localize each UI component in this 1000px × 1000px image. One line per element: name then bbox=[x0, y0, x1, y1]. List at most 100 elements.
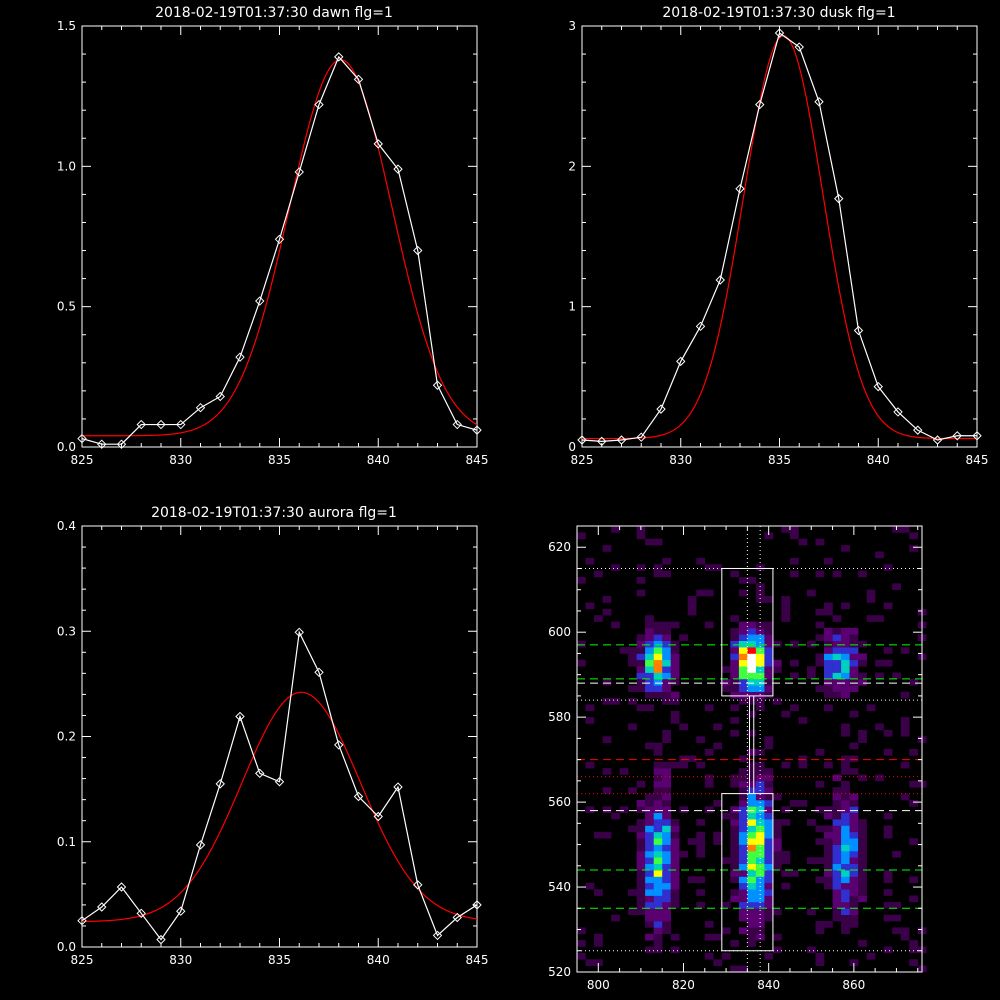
data-point bbox=[735, 184, 745, 194]
heatmap-cell bbox=[662, 787, 671, 794]
heatmap-cell bbox=[832, 678, 842, 686]
data-point bbox=[116, 439, 127, 449]
heatmap-cell bbox=[824, 812, 833, 820]
heatmap-cell bbox=[798, 717, 808, 724]
heatmap-cell bbox=[849, 857, 859, 864]
heatmap-cell bbox=[832, 659, 842, 667]
heatmap-cell bbox=[841, 545, 850, 552]
heatmap-cell bbox=[764, 532, 774, 540]
heatmap-cell bbox=[764, 640, 774, 648]
data-point bbox=[794, 42, 804, 52]
heatmap-cell bbox=[841, 844, 850, 852]
heatmap-cell bbox=[849, 812, 859, 820]
heatmap-cell bbox=[696, 761, 706, 769]
heatmap-cell bbox=[645, 863, 654, 871]
x-tick-label: 845 bbox=[466, 453, 489, 467]
heatmap-cell bbox=[858, 857, 867, 864]
heatmap-cell bbox=[662, 557, 671, 565]
data-point bbox=[656, 404, 666, 414]
y-tick-label: 3 bbox=[568, 19, 576, 33]
heatmap-cell bbox=[679, 723, 688, 731]
heatmap-cell bbox=[670, 895, 680, 903]
heatmap-cell bbox=[738, 672, 748, 680]
heatmap-cell bbox=[662, 627, 671, 635]
heatmap-cell bbox=[858, 678, 867, 686]
heatmap-cell bbox=[747, 691, 757, 699]
data-point bbox=[235, 352, 245, 362]
heatmap-cell bbox=[628, 659, 637, 667]
heatmap-cell bbox=[764, 742, 774, 750]
data-point bbox=[255, 296, 265, 306]
heatmap-cell bbox=[653, 621, 663, 629]
heatmap-cell bbox=[764, 952, 774, 960]
heatmap-cell bbox=[585, 602, 595, 610]
heatmap-cell bbox=[798, 755, 808, 763]
heatmap-cell bbox=[738, 678, 748, 686]
heatmap-cell bbox=[815, 570, 825, 578]
heatmap-cell bbox=[645, 870, 654, 877]
heatmap-cell bbox=[653, 895, 663, 903]
heatmap-cell bbox=[755, 857, 765, 864]
heatmap-cell bbox=[662, 850, 671, 858]
dawn-spectrum-plot: 825 830 835 840 845 0.0 0.5 1.0 1.5 2018-02-19T01… bbox=[57, 5, 489, 467]
heatmap-cell bbox=[841, 627, 850, 635]
heatmap-cell bbox=[645, 882, 654, 890]
heatmap-cell bbox=[645, 685, 654, 692]
data-point bbox=[77, 915, 87, 926]
heatmap-cell bbox=[687, 876, 697, 884]
heatmap-cell bbox=[909, 532, 918, 540]
heatmap-cell bbox=[892, 927, 901, 935]
heatmap-cell bbox=[645, 825, 654, 833]
heatmap-cell bbox=[755, 831, 765, 839]
heatmap-cell bbox=[900, 717, 910, 724]
observed-line bbox=[82, 630, 477, 941]
heatmap-cell bbox=[585, 959, 595, 966]
heatmap-cell bbox=[841, 838, 850, 845]
heatmap-cell bbox=[645, 621, 654, 629]
data-point bbox=[176, 906, 186, 916]
heatmap-cell bbox=[849, 870, 859, 877]
heatmap-cell bbox=[747, 659, 757, 667]
heatmap-cells bbox=[577, 526, 927, 973]
heatmap-cell bbox=[815, 634, 825, 641]
heatmap-cell bbox=[594, 831, 603, 839]
heatmap-cell bbox=[662, 729, 671, 737]
heatmap-cell bbox=[841, 914, 850, 922]
heatmap-cell bbox=[790, 532, 799, 540]
heatmap-cell bbox=[849, 793, 859, 801]
heatmap-cell bbox=[738, 685, 748, 692]
heatmap-cell bbox=[883, 659, 893, 667]
heatmap-cell bbox=[747, 577, 757, 584]
heatmap-cell bbox=[645, 806, 654, 813]
heatmap-cell bbox=[730, 857, 740, 864]
heatmap-cell bbox=[849, 889, 859, 896]
heatmap-cell bbox=[832, 901, 842, 909]
heatmap-cell bbox=[645, 800, 654, 807]
heatmap-cell bbox=[900, 647, 910, 654]
heatmap-cell bbox=[849, 825, 859, 833]
heatmap-cell bbox=[909, 780, 918, 788]
heatmap-cell bbox=[653, 870, 663, 877]
heatmap-cell bbox=[755, 564, 765, 571]
heatmap-cell bbox=[730, 844, 740, 852]
heatmap-cell bbox=[815, 876, 825, 884]
heatmap-cell bbox=[730, 666, 740, 673]
heatmap-cell bbox=[832, 895, 842, 903]
heatmap-cell bbox=[738, 647, 748, 654]
heatmap-cell bbox=[738, 666, 748, 673]
plot-title: 2018-02-19T01:37:30 dawn flg=1 bbox=[155, 5, 393, 21]
heatmap-cell bbox=[764, 800, 774, 807]
heatmap-cell bbox=[841, 908, 850, 915]
heatmap-cell bbox=[832, 812, 842, 820]
heatmap-cell bbox=[832, 882, 842, 890]
heatmap-cell bbox=[798, 800, 808, 807]
heatmap-cell bbox=[738, 908, 748, 915]
heatmap-cell bbox=[832, 857, 842, 864]
y-tick-label: 620 bbox=[548, 540, 571, 554]
heatmap-cell bbox=[721, 666, 731, 673]
heatmap-cell bbox=[815, 685, 825, 692]
heatmap-cell bbox=[653, 742, 663, 750]
heatmap-cell bbox=[738, 819, 748, 826]
x-tick-label: 840 bbox=[867, 453, 890, 467]
